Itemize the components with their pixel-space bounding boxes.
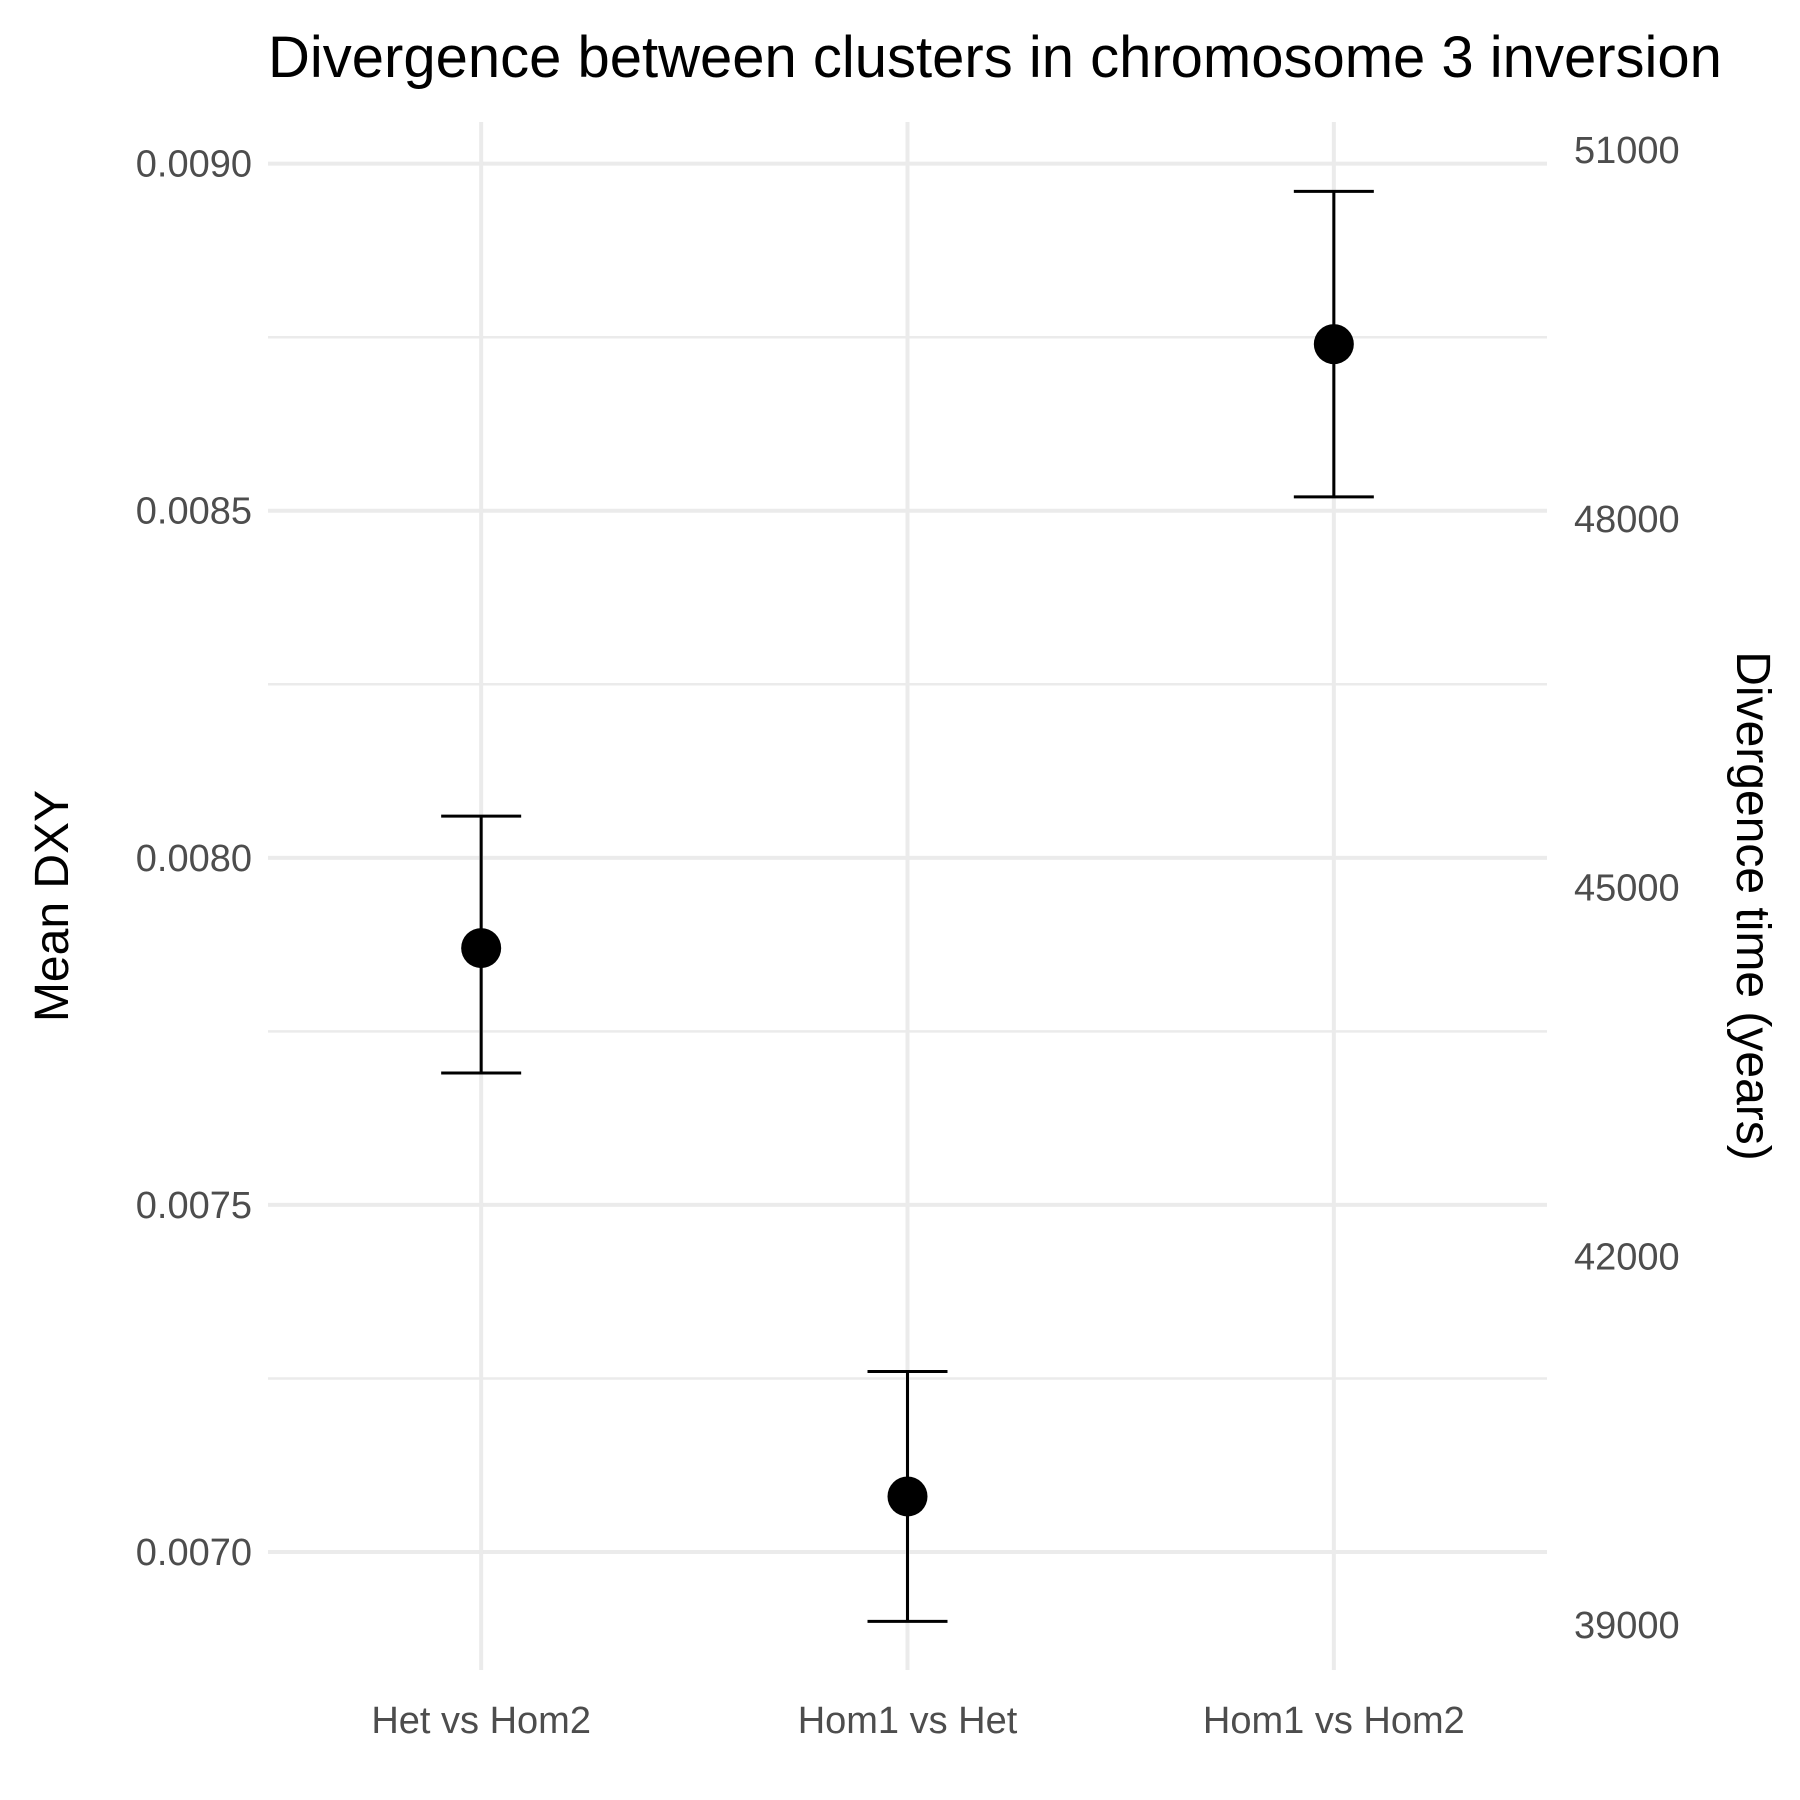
y-tick-label: 0.0085 [136,491,252,533]
x-tick-label: Hom1 vs Hom2 [1203,1700,1465,1742]
y2-tick-label: 42000 [1574,1236,1680,1278]
x-tick-label: Het vs Hom2 [371,1700,591,1742]
y-axis-title: Mean DXY [26,790,79,1022]
y2-tick-label: 51000 [1574,130,1680,172]
data-marks [441,189,1374,1623]
y2-tick-label: 45000 [1574,868,1680,910]
y-tick-label: 0.0075 [136,1185,252,1227]
data-point [1313,324,1354,365]
y-tick-label: 0.0090 [136,144,252,186]
x-tick-label: Hom1 vs Het [798,1700,1018,1742]
y2-axis-title: Divergence time (years) [1726,651,1779,1160]
y-tick-label: 0.0070 [136,1532,252,1574]
y-tick-label: 0.0080 [136,838,252,880]
chart-title: Divergence between clusters in chromosom… [268,25,1722,90]
data-point [887,1476,928,1517]
data-point [461,928,502,969]
y2-tick-label: 48000 [1574,499,1680,541]
y2-tick-label: 39000 [1574,1605,1680,1647]
tick-labels: 0.0070 0.0075 0.0080 0.0085 0.0090 Het vs Hom… [136,130,1680,1742]
